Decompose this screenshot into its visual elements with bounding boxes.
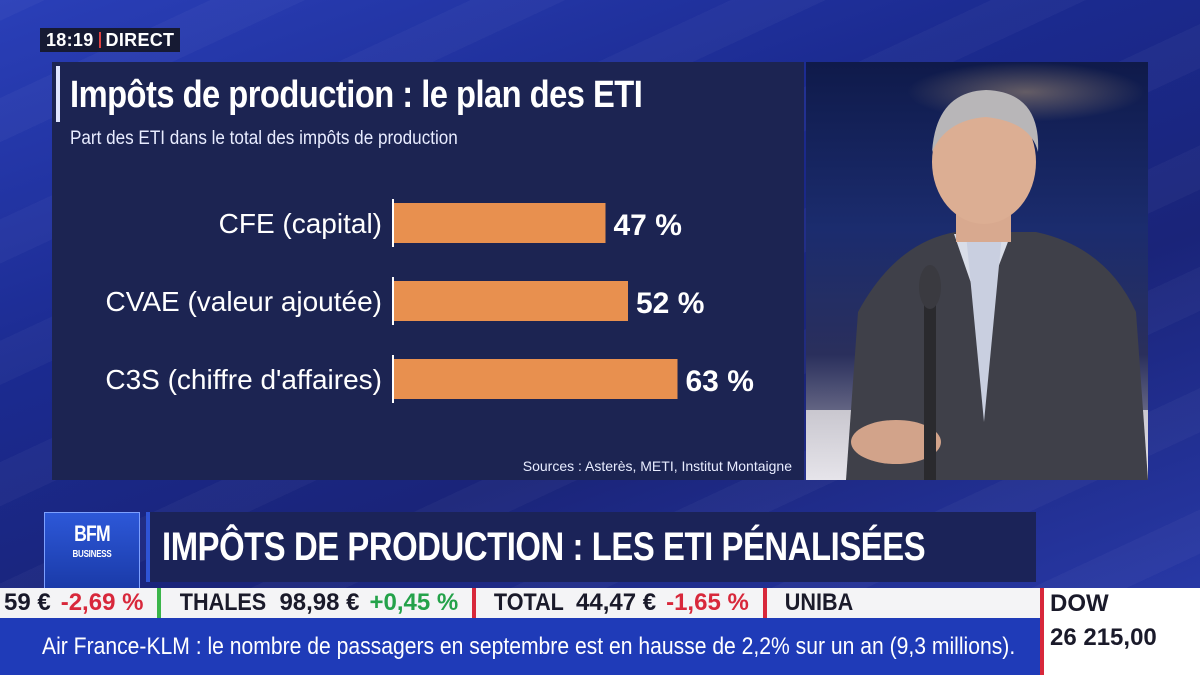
index-box: DOW 26 215,00 [1040,588,1200,675]
axis-tick [392,199,394,247]
chart-subtitle: Part des ETI dans le total des impôts de… [70,128,458,149]
news-crawl: Air France-KLM : le nombre de passagers … [0,618,1040,675]
bar [394,203,606,243]
chart-source: Sources : Asterès, METI, Institut Montai… [522,458,792,474]
axis-tick [392,355,394,403]
ticker-item: 59 € -2,69 % [0,588,143,618]
live-status: DIRECT [105,29,175,50]
ticker-name: TOTAL [494,589,565,616]
logo-brand: BFM [74,521,111,546]
axis-tick [392,277,394,325]
logo-subtitle: BUSINESS [72,549,112,560]
channel-logo: BFM BUSINESS [44,512,140,590]
ticker-divider [762,588,767,618]
clock-time: 18:19 [46,29,94,50]
clock-separator [98,32,101,48]
ticker-name: UNIBA [784,589,854,616]
ticker-item: THALES 98,98 € +0,45 % [175,588,458,618]
index-name: DOW [1050,590,1109,617]
ticker-divider [472,588,477,618]
index-value: 26 215,00 [1050,624,1157,651]
bar [394,359,678,399]
value-label: 47 % [614,209,682,242]
ticker-item: UNIBA [781,588,865,618]
news-text: Air France-KLM : le nombre de passagers … [42,632,1016,660]
ticker-change: +0,45 % [369,589,459,616]
ticker-divider [157,588,162,618]
category-label: C3S (chiffre d'affaires) [105,364,382,395]
ticker-price: 44,47 € [576,589,657,616]
headline-banner: IMPÔTS DE PRODUCTION : LES ETI PÉNALISÉE… [146,512,1036,582]
ticker-price: 59 € [4,589,51,616]
category-label: CVAE (valeur ajoutée) [106,286,383,317]
chart-title: Impôts de production : le plan des ETI [70,74,643,116]
ticker-change: -2,69 % [60,589,144,616]
value-label: 63 % [686,365,754,398]
live-clock-badge: 18:19 DIRECT [40,28,181,52]
bar [394,281,628,321]
value-label: 52 % [636,287,704,320]
bar-chart: CFE (capital) 47 % CVAE (valeur ajoutée) 52… [105,199,754,403]
headline-text: IMPÔTS DE PRODUCTION : LES ETI PÉNALISÉE… [162,524,926,569]
video-feed [806,62,1148,480]
ticker-item: TOTAL 44,47 € -1,65 % [490,588,749,618]
chart-panel: Impôts de production : le plan des ETI P… [52,62,804,480]
category-label: CFE (capital) [219,208,382,239]
title-accent-bar [56,66,60,122]
speaker-silhouette [846,90,1148,480]
ticker-name: THALES [180,589,267,616]
ticker-price: 98,98 € [279,589,360,616]
stock-ticker: 59 € -2,69 % THALES 98,98 € +0,45 % TOTA… [0,588,1040,618]
ticker-change: -1,65 % [666,589,749,616]
